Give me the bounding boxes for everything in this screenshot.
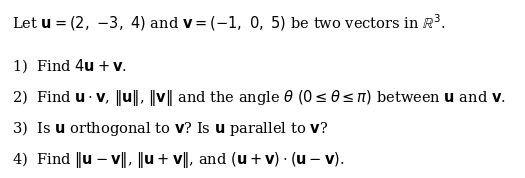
Text: 3)  Is $\mathbf{u}$ orthogonal to $\mathbf{v}$? Is $\mathbf{u}$ parallel to $\ma: 3) Is $\mathbf{u}$ orthogonal to $\mathb… — [12, 119, 328, 138]
Text: Let $\mathbf{u} = (2,\ {-3},\ 4)$ and $\mathbf{v} = ({-1},\ 0,\ 5)$ be two vecto: Let $\mathbf{u} = (2,\ {-3},\ 4)$ and $\… — [12, 13, 445, 33]
Text: 1)  Find $4\mathbf{u} + \mathbf{v}$.: 1) Find $4\mathbf{u} + \mathbf{v}$. — [12, 57, 127, 75]
Text: 2)  Find $\mathbf{u} \cdot \mathbf{v}$, $\|\mathbf{u}\|$, $\|\mathbf{v}\|$ and t: 2) Find $\mathbf{u} \cdot \mathbf{v}$, $… — [12, 88, 506, 108]
Text: 4)  Find $\|\mathbf{u} - \mathbf{v}\|$, $\|\mathbf{u} + \mathbf{v}\|$, and $(\ma: 4) Find $\|\mathbf{u} - \mathbf{v}\|$, $… — [12, 150, 344, 170]
